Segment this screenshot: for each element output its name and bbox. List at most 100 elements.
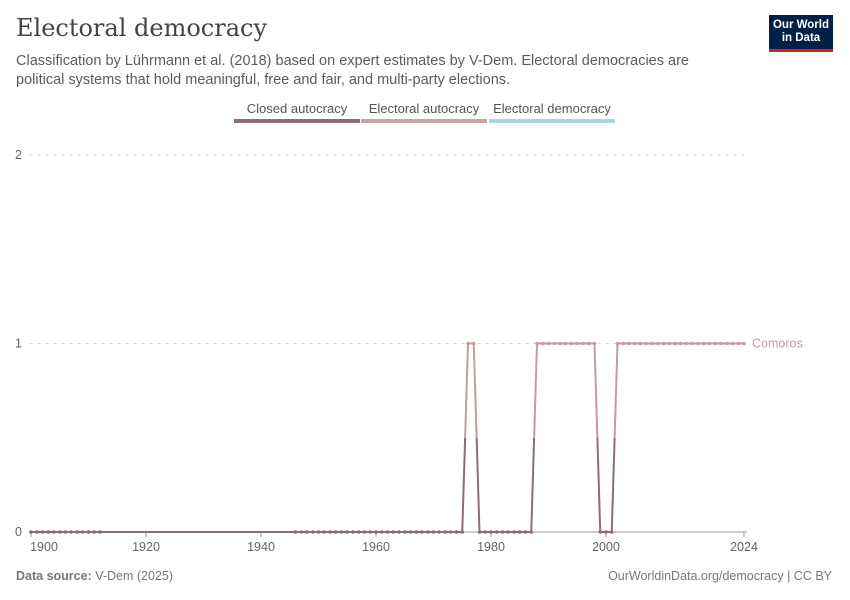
data-point [454, 530, 459, 534]
series-line [461, 437, 467, 533]
data-point [713, 341, 718, 346]
data-point [558, 341, 562, 346]
data-point [75, 530, 79, 534]
data-point [368, 530, 373, 534]
data-point [362, 530, 367, 534]
data-point [546, 341, 551, 346]
data-point [701, 341, 706, 346]
chart-title: Electoral democracy [16, 14, 268, 42]
data-point [696, 341, 700, 346]
x-tick-label: 1940 [247, 540, 275, 554]
y-tick-label: 1 [15, 337, 22, 351]
series-line [613, 343, 619, 438]
series-line [475, 437, 481, 533]
chart-subtitle: Classification by Lührmann et al. (2018)… [16, 53, 689, 88]
series-label: Comoros [752, 337, 803, 351]
data-point [98, 530, 102, 534]
data-point [379, 530, 384, 534]
data-point [609, 530, 614, 534]
data-point [615, 341, 620, 346]
series-line [530, 437, 536, 533]
data-point [80, 530, 85, 534]
data-point [512, 530, 516, 534]
data-point [293, 530, 298, 534]
data-point [402, 530, 407, 534]
data-point [529, 530, 534, 534]
data-point [460, 530, 465, 534]
data-point [517, 530, 522, 534]
data-point [707, 341, 712, 346]
data-point [437, 530, 442, 534]
data-point [638, 341, 643, 346]
data-point [92, 530, 97, 534]
data-point [523, 530, 528, 534]
data-point [500, 530, 505, 534]
data-point [385, 530, 390, 534]
x-tick-label: 1980 [477, 540, 505, 554]
data-point [466, 341, 470, 346]
data-point [552, 341, 557, 346]
data-point [471, 341, 476, 346]
data-point [673, 341, 677, 346]
data-point [345, 530, 350, 534]
data-point [655, 341, 660, 346]
data-point [322, 530, 327, 534]
x-tick-label: 2024 [730, 540, 758, 554]
data-point [299, 530, 304, 534]
data-point [356, 530, 361, 534]
data-point [69, 530, 74, 534]
data-point [86, 530, 91, 534]
data-point [644, 341, 649, 346]
legend-swatch [489, 119, 615, 123]
series-line [610, 437, 616, 533]
data-point [414, 530, 419, 534]
data-point [420, 530, 424, 534]
data-point [57, 530, 62, 534]
owid-logo[interactable]: Our World in Data [769, 15, 833, 52]
series-line [472, 343, 478, 438]
data-point [52, 530, 56, 534]
data-point [46, 530, 51, 534]
series-line [464, 343, 469, 438]
data-point [724, 341, 729, 346]
data-point [40, 530, 45, 534]
data-point [569, 341, 574, 346]
data-point [328, 530, 332, 534]
data-source: Data source: V-Dem (2025) [16, 569, 173, 583]
data-point [448, 530, 453, 534]
data-point [650, 341, 654, 346]
source-label: Data source: [16, 569, 92, 583]
legend-label: Electoral democracy [493, 101, 611, 116]
data-point [305, 530, 309, 534]
data-point [333, 530, 338, 534]
data-point [598, 530, 603, 534]
data-point [391, 530, 396, 534]
series-line [593, 343, 599, 438]
x-tick-label: 2000 [592, 540, 620, 554]
legend-label: Electoral autocracy [369, 101, 480, 116]
data-point [443, 530, 447, 534]
data-point [684, 341, 689, 346]
data-point [632, 341, 637, 346]
x-tick-label: 1900 [30, 540, 58, 554]
data-point [586, 341, 591, 346]
data-point [621, 341, 626, 346]
data-point [730, 341, 735, 346]
series-line [533, 343, 538, 438]
legend-swatch [361, 119, 487, 123]
data-point [581, 341, 585, 346]
data-point [374, 530, 378, 534]
data-point [351, 530, 355, 534]
data-point [339, 530, 344, 534]
data-point [34, 530, 39, 534]
data-point [592, 341, 597, 346]
data-point [29, 530, 33, 534]
data-point [489, 530, 493, 534]
series-line [596, 437, 602, 533]
x-tick-label: 1960 [362, 540, 390, 554]
data-point [690, 341, 695, 346]
data-point [667, 341, 672, 346]
footer-link[interactable]: OurWorldinData.org/democracy | CC BY [608, 569, 832, 583]
data-point [535, 341, 539, 346]
